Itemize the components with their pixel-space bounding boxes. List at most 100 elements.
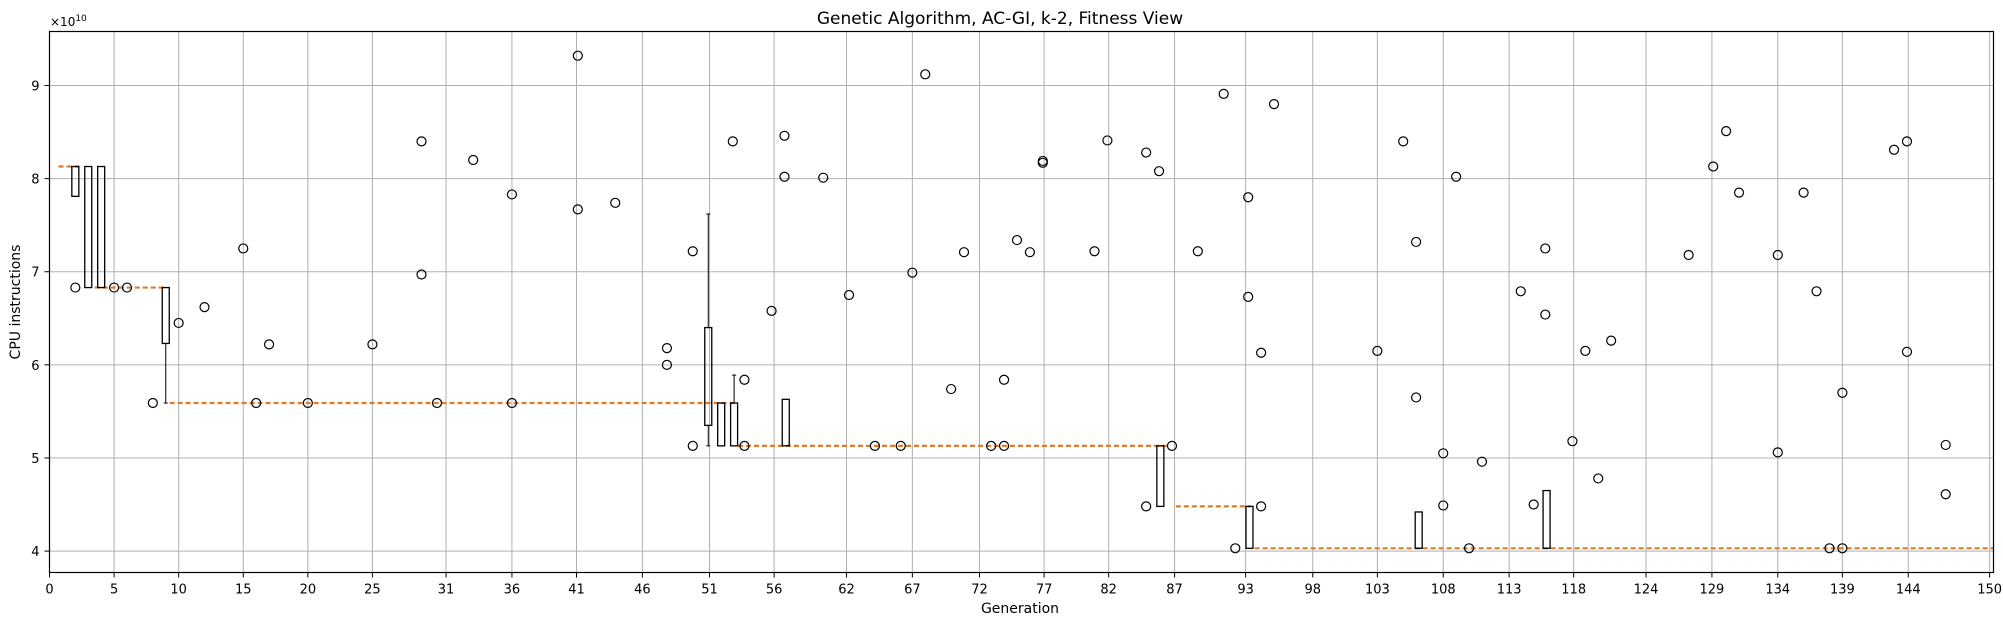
y-axis-ticks: 4 5 6 7 8 9 <box>31 80 50 560</box>
outlier-point <box>1463 543 1475 554</box>
outlier-point <box>1411 392 1422 403</box>
x-tick-label: 98 <box>1305 583 1322 598</box>
outlier-point <box>70 282 81 293</box>
x-tick-label: 62 <box>838 583 855 598</box>
outlier-point <box>1837 543 1848 554</box>
x-tick-label: 67 <box>904 583 921 598</box>
box <box>71 165 80 197</box>
outlier-point <box>739 374 750 385</box>
x-tick-label: 36 <box>504 583 521 598</box>
outlier-point <box>687 246 698 257</box>
x-tick-label: 15 <box>235 583 252 598</box>
outlier-point <box>1606 335 1617 346</box>
outlier-point <box>1268 99 1280 110</box>
outlier-point <box>958 247 970 258</box>
outlier-point <box>986 440 997 451</box>
outlier-point <box>1011 234 1023 246</box>
outlier-point <box>727 136 738 147</box>
outlier-point <box>843 289 855 301</box>
outlier-point <box>1733 187 1745 198</box>
outlier-point <box>572 50 583 61</box>
box <box>1156 445 1165 508</box>
outlier-point <box>199 302 210 313</box>
x-axis-ticks: 0 5 10 15 20 25 31 36 41 46 51 56 62 67 72 77 82 87 93 98 10… <box>45 572 2002 598</box>
outlier-point <box>1438 500 1449 511</box>
outlier-point <box>1398 136 1409 147</box>
x-tick-label: 77 <box>1036 583 1053 598</box>
outlier-point <box>1901 346 1913 357</box>
x-tick-label: 144 <box>1896 583 1921 598</box>
outlier-point <box>572 204 583 215</box>
x-tick-label: 93 <box>1237 583 1254 598</box>
x-tick-label: 103 <box>1365 583 1390 598</box>
outlier-point <box>766 305 777 316</box>
outlier-point <box>1141 147 1152 158</box>
outlier-point <box>1218 88 1229 99</box>
outlier-point <box>1593 473 1604 484</box>
x-tick-label: 82 <box>1100 583 1117 598</box>
outlier-point <box>1811 286 1822 297</box>
outlier-points <box>70 50 1951 554</box>
x-tick-label: 10 <box>170 583 187 598</box>
outlier-point <box>779 130 790 141</box>
outlier-point <box>869 440 880 451</box>
outlier-point <box>302 397 313 409</box>
outlier-point <box>1824 543 1835 554</box>
outlier-point <box>506 189 518 200</box>
outlier-point <box>739 440 750 451</box>
plot-frame <box>48 30 1995 574</box>
outlier-point <box>1243 192 1254 203</box>
box <box>161 286 170 345</box>
outlier-point <box>1798 187 1809 198</box>
box <box>704 326 713 427</box>
x-tick-label: 139 <box>1830 583 1855 598</box>
outlier-point <box>1024 247 1035 258</box>
outlier-point <box>121 282 133 293</box>
box <box>1414 511 1423 549</box>
outlier-point <box>1438 448 1449 459</box>
outlier-point <box>1708 161 1719 172</box>
x-axis-label: Generation <box>981 601 1059 617</box>
outlier-point <box>251 397 262 409</box>
outlier-point <box>946 383 957 395</box>
outlier-point <box>173 317 184 329</box>
outlier-point <box>1580 345 1591 356</box>
box <box>84 165 93 289</box>
outlier-point <box>1243 291 1254 302</box>
outlier-point <box>1901 136 1913 147</box>
y-tick-label: 4 <box>31 545 39 560</box>
x-tick-label: 150 <box>1977 583 2002 598</box>
y-axis-multiplier: ×1010 <box>50 14 87 29</box>
x-tick-label: 51 <box>701 583 718 598</box>
x-tick-label: 72 <box>971 583 988 598</box>
outlier-point <box>1037 157 1048 168</box>
outlier-point <box>1153 166 1165 177</box>
outlier-point <box>1540 309 1551 320</box>
outlier-point <box>920 69 931 80</box>
outlier-point <box>1256 501 1267 512</box>
outlier-point <box>1940 489 1951 500</box>
outlier-point <box>468 154 479 166</box>
x-tick-label: 108 <box>1431 583 1456 598</box>
x-tick-label: 0 <box>45 583 53 598</box>
outlier-point <box>108 282 120 293</box>
outlier-point <box>1772 447 1783 458</box>
outlier-point <box>1515 286 1526 297</box>
x-tick-label: 20 <box>300 583 317 598</box>
box <box>729 402 739 447</box>
outlier-point <box>1166 440 1178 451</box>
outlier-point <box>1256 347 1267 358</box>
outlier-point <box>1372 345 1383 356</box>
outlier-point <box>998 440 1010 451</box>
box <box>1245 505 1254 549</box>
outlier-point <box>818 172 829 183</box>
outlier-point <box>1089 246 1100 257</box>
outlier-point <box>1192 246 1203 257</box>
x-tick-label: 31 <box>438 583 455 598</box>
x-tick-label: 87 <box>1166 583 1183 598</box>
x-tick-label: 113 <box>1497 583 1522 598</box>
outlier-point <box>779 171 790 182</box>
outlier-point <box>1141 501 1152 512</box>
